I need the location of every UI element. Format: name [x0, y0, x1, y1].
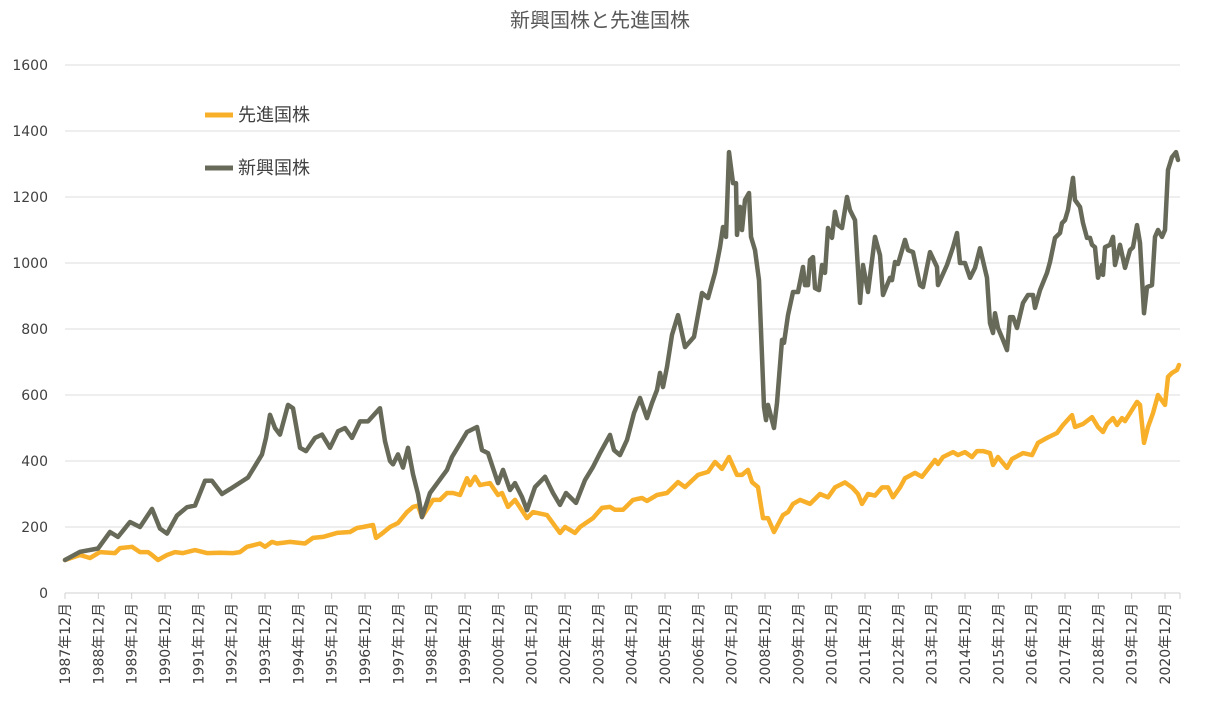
series-line-developed — [62, 362, 1182, 563]
x-tick-label: 2013年12月 — [925, 603, 941, 684]
x-tick-label: 2015年12月 — [991, 603, 1007, 684]
y-tick-label: 0 — [39, 586, 48, 602]
legend-item-developed: 先進国株 — [205, 105, 310, 126]
x-tick-label: 2001年12月 — [525, 603, 541, 684]
y-tick-label: 1400 — [12, 124, 48, 140]
x-tick-label: 2000年12月 — [491, 603, 507, 684]
series-lines — [62, 149, 1182, 563]
x-tick-label: 1998年12月 — [425, 603, 441, 684]
x-tick-label: 1997年12月 — [391, 603, 407, 684]
x-tick-label: 1993年12月 — [258, 603, 274, 684]
x-tick-label: 2010年12月 — [825, 603, 841, 684]
y-tick-label: 1200 — [12, 190, 48, 206]
x-tick-label: 2007年12月 — [725, 603, 741, 684]
legend: 先進国株 新興国株 — [205, 105, 310, 179]
x-tick-label: 2006年12月 — [691, 603, 707, 684]
x-tick-label: 2003年12月 — [591, 603, 607, 684]
x-tick-label: 2012年12月 — [891, 603, 907, 684]
series-line-emerging — [62, 149, 1181, 563]
legend-label-emerging: 新興国株 — [238, 158, 310, 179]
y-tick-label: 200 — [21, 520, 48, 536]
x-tick-label: 2005年12月 — [658, 603, 674, 684]
x-tick-label: 1990年12月 — [158, 603, 174, 684]
y-tick-label: 600 — [21, 388, 48, 404]
y-tick-label: 1600 — [12, 58, 48, 74]
x-tick-label: 2019年12月 — [1125, 603, 1141, 684]
x-tick-label: 2014年12月 — [958, 603, 974, 684]
x-tick-label: 1992年12月 — [225, 603, 241, 684]
x-tick-label: 1991年12月 — [191, 603, 207, 684]
x-tick-label: 2009年12月 — [791, 603, 807, 684]
x-tick-label: 1999年12月 — [458, 603, 474, 684]
legend-label-developed: 先進国株 — [238, 105, 310, 126]
x-axis: 1987年12月 1988年12月 1989年12月 1990年12月 1991年12月… — [58, 593, 1181, 684]
x-tick-label: 2011年12月 — [858, 603, 874, 684]
x-tick-label: 2002年12月 — [558, 603, 574, 684]
y-tick-label: 1000 — [12, 256, 48, 272]
x-tick-label: 1987年12月 — [58, 603, 74, 684]
chart-title: 新興国株と先進国株 — [510, 8, 690, 32]
x-tick-label: 2016年12月 — [1025, 603, 1041, 684]
x-tick-label: 1995年12月 — [325, 603, 341, 684]
x-tick-label: 2020年12月 — [1158, 603, 1174, 684]
x-tick-label: 1996年12月 — [358, 603, 374, 684]
x-tick-label: 1988年12月 — [91, 603, 107, 684]
x-tick-label: 1994年12月 — [291, 603, 307, 684]
gridlines — [65, 64, 1180, 594]
y-axis: 0 200 400 600 800 1000 1200 1400 1600 — [12, 58, 48, 602]
y-tick-label: 800 — [21, 322, 48, 338]
x-tick-label: 1989年12月 — [125, 603, 141, 684]
x-tick-label: 2017年12月 — [1058, 603, 1074, 684]
legend-item-emerging: 新興国株 — [205, 158, 310, 179]
x-tick-label: 2004年12月 — [625, 603, 641, 684]
x-tick-label: 2008年12月 — [758, 603, 774, 684]
y-tick-label: 400 — [21, 454, 48, 470]
x-tick-label: 2018年12月 — [1091, 603, 1107, 684]
